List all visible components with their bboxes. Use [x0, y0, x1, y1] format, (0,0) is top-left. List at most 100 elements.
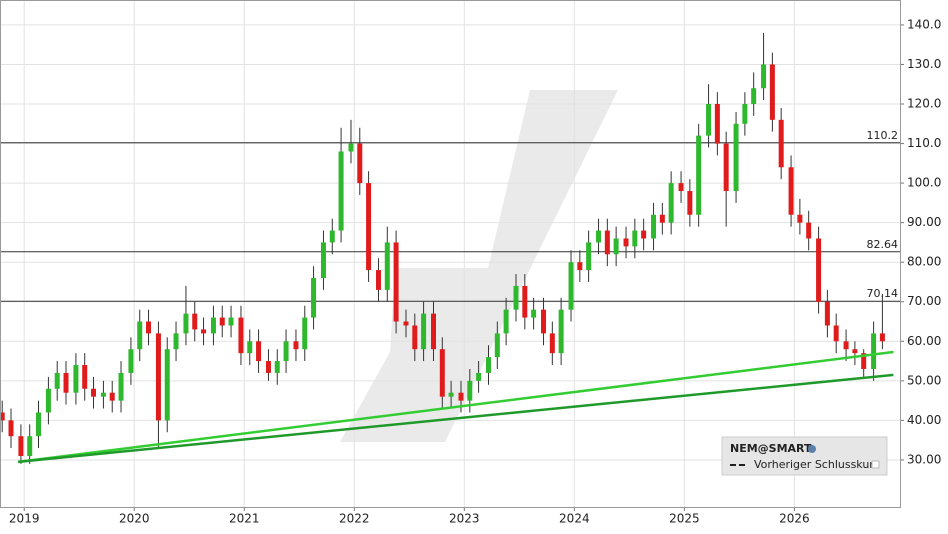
candle-body: [0, 412, 5, 421]
x-tick-label: 2022: [339, 512, 370, 526]
candle-body: [751, 88, 757, 105]
candle-body: [769, 64, 775, 120]
candle-body: [73, 365, 79, 393]
candle-body: [641, 230, 647, 239]
candle-body: [613, 238, 619, 255]
candle-body: [403, 321, 409, 326]
candle-body: [549, 333, 555, 354]
legend-title: NEM@SMART: [730, 442, 812, 455]
candle-body: [788, 167, 794, 215]
candle-body: [797, 214, 803, 223]
x-tick-label: 2026: [779, 512, 810, 526]
candle-body: [283, 341, 289, 362]
candle-body: [733, 123, 739, 192]
trend-line: [17, 350, 894, 464]
candle-body: [577, 262, 583, 271]
x-tick-label: 2019: [9, 512, 40, 526]
legend-box: [721, 436, 888, 476]
candle-body: [871, 333, 877, 369]
y-tick-label: 80.00: [907, 255, 941, 269]
candle-body: [293, 341, 299, 350]
candle-body: [63, 372, 69, 393]
y-tick-label: 110.0: [907, 136, 941, 150]
candle-body: [448, 392, 454, 397]
candle-body: [201, 329, 207, 334]
candle-body: [623, 238, 629, 247]
candle-body: [816, 238, 822, 302]
candle-body: [430, 313, 436, 350]
plot-frame: [0, 0, 901, 508]
y-tick-label: 60.00: [907, 334, 941, 348]
candle-body: [82, 365, 88, 389]
legend-checkbox: [871, 460, 880, 469]
level-label: 110.2: [867, 129, 899, 142]
candle-body: [320, 242, 326, 279]
candle-body: [522, 285, 528, 318]
candle-body: [723, 143, 729, 192]
candle-body: [458, 392, 464, 401]
candle-body: [155, 333, 161, 421]
candle-body: [18, 436, 24, 456]
candle-body: [531, 309, 537, 318]
candle-body: [36, 412, 42, 437]
candle-body: [384, 242, 390, 290]
y-tick-label: 100.0: [907, 176, 941, 190]
candle-body: [128, 349, 134, 373]
candle-body: [651, 214, 657, 239]
candle-body: [228, 317, 234, 326]
candle-body: [45, 388, 51, 413]
candle-body: [54, 372, 60, 389]
candle-body: [861, 353, 867, 369]
plot: 110.2 82.64 70.14: [0, 0, 904, 511]
candle-body: [706, 104, 712, 136]
candle-body: [192, 313, 198, 330]
y-tick-label: 40.00: [907, 413, 941, 427]
candle-body: [302, 317, 308, 350]
candle-body: [604, 230, 610, 255]
x-tick-label: 2020: [119, 512, 150, 526]
candle-body: [687, 191, 693, 215]
candle-body: [357, 143, 363, 184]
watermark: [340, 90, 618, 442]
candle-body: [118, 372, 124, 401]
candle-body: [659, 214, 665, 223]
y-tick-label: 130.0: [907, 57, 941, 71]
candle-body: [238, 317, 244, 354]
candle-body: [311, 278, 317, 318]
candle-body: [806, 222, 812, 239]
candle-body: [494, 333, 500, 358]
candle-body: [393, 242, 399, 322]
candle-body: [412, 325, 418, 350]
candle-body: [596, 230, 602, 243]
candle-body: [833, 325, 839, 342]
x-tick-label: 2023: [449, 512, 480, 526]
level-label: 70.14: [867, 287, 899, 300]
candle-body: [256, 341, 262, 362]
candle-body: [632, 230, 638, 247]
candle-body: [486, 357, 492, 373]
candle-body: [503, 309, 509, 334]
candle-body: [164, 349, 170, 421]
candle-body: [513, 285, 519, 310]
level-label: 82.64: [867, 238, 899, 251]
candle-body: [714, 104, 720, 144]
candle-body: [742, 104, 748, 124]
y-tick-label: 30.00: [907, 452, 941, 466]
candle-body: [568, 262, 574, 310]
candle-body: [824, 301, 830, 326]
candle-body: [274, 361, 280, 373]
candle-body: [219, 317, 225, 326]
trend-line: [18, 373, 894, 464]
legend: NEM@SMART Vorheriger Schlusskurs: [721, 436, 888, 476]
candle-body: [173, 333, 179, 350]
legend-icon: [808, 445, 816, 453]
candle-body: [146, 321, 152, 334]
candle-body: [329, 230, 335, 243]
candle-body: [778, 119, 784, 168]
y-tick-label: 90.00: [907, 215, 941, 229]
candle-body: [678, 183, 684, 192]
x-tick-label: 2025: [669, 512, 700, 526]
candle-body: [8, 420, 14, 437]
